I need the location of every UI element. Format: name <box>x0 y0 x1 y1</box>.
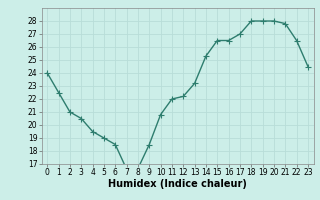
X-axis label: Humidex (Indice chaleur): Humidex (Indice chaleur) <box>108 179 247 189</box>
